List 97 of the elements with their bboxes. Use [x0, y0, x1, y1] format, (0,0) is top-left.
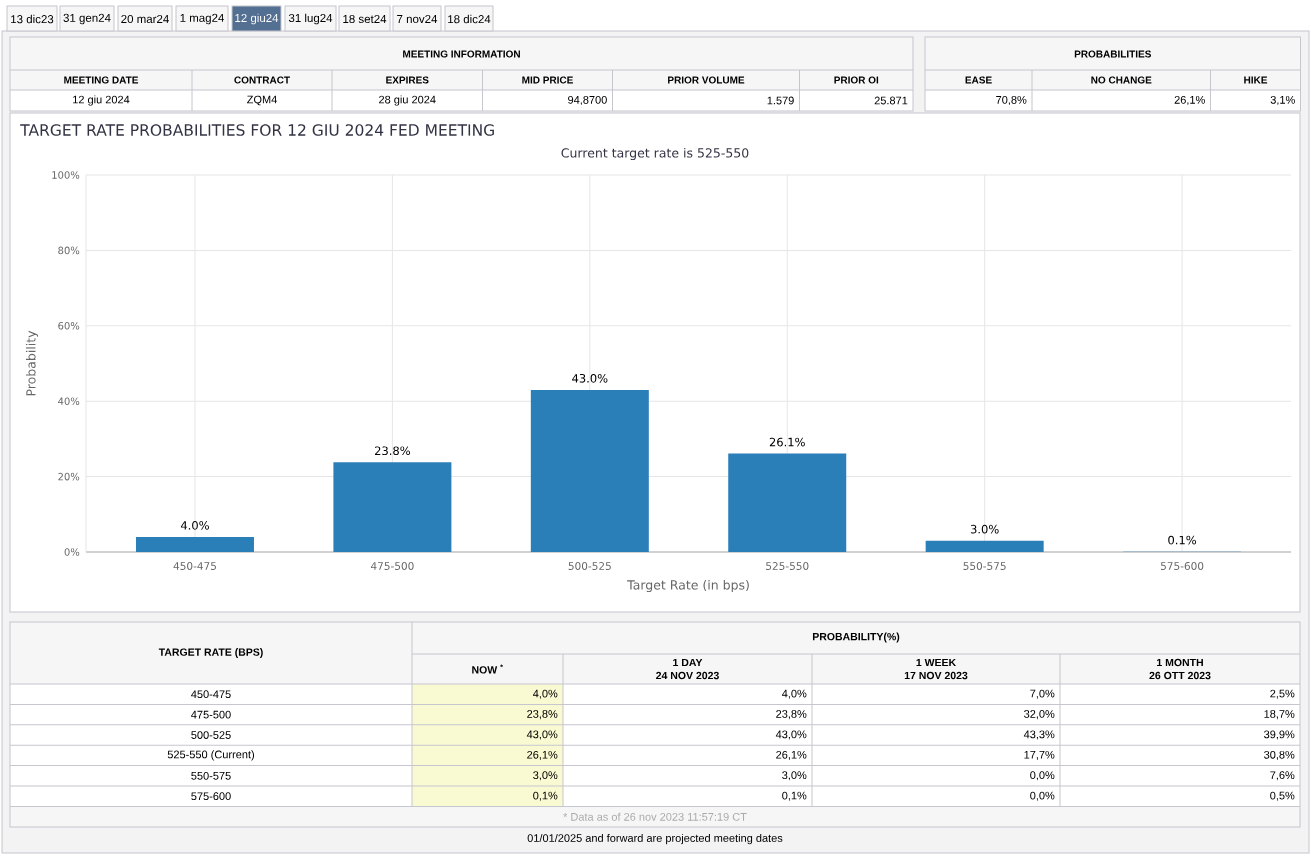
y-tick-label: 20%: [58, 472, 80, 481]
chart-subtitle: Current target rate is 525-550: [561, 147, 749, 161]
text: 0,5%: [1270, 791, 1295, 801]
text: 2,5%: [1270, 689, 1295, 699]
text: 7 nov24: [397, 14, 438, 24]
data-label: 23.8%: [374, 446, 411, 456]
text: 525-550 (Current): [167, 750, 255, 761]
text: 1 mag24: [180, 13, 225, 25]
bar: [135, 536, 254, 553]
text: 31 gen24: [63, 13, 111, 25]
bar: [925, 540, 1044, 553]
text: MEETING INFORMATION: [403, 50, 520, 58]
y-tick-label: 100%: [52, 171, 80, 179]
chart-title: TARGET RATE PROBABILITIES FOR 12 GIU 2024 FED MEETING: [20, 124, 494, 136]
text: ZQM4: [247, 95, 277, 106]
text: 26 OTT 2023: [1149, 671, 1211, 680]
text: 26,1%: [527, 750, 558, 760]
text: 0,0%: [1030, 791, 1055, 801]
text: 18 set24: [343, 14, 387, 24]
text: NOW $^{*}$: [472, 664, 503, 674]
text: 1.579: [767, 96, 794, 105]
data-label: 26.1%: [769, 437, 805, 447]
text: 475-500: [191, 710, 231, 719]
text: 23,8%: [527, 710, 558, 720]
text: 30,8%: [1264, 750, 1295, 760]
text: 1 DAY: [673, 658, 703, 667]
text: MID PRICE: [522, 76, 573, 84]
text: 94,8700: [568, 95, 607, 106]
text: 26,1%: [776, 750, 807, 760]
text: 13 dic23: [11, 14, 54, 24]
text: PROBABILITIES: [1074, 50, 1151, 58]
text: 4,0%: [532, 689, 558, 699]
y-tick-label: 80%: [58, 246, 80, 255]
text: 450-475: [191, 690, 231, 699]
y-tick-label: 0%: [64, 548, 80, 556]
text: 24 NOV 2023: [656, 671, 719, 680]
text: CONTRACT: [234, 76, 290, 84]
text: 550-575: [191, 771, 231, 780]
text: 39,9%: [1264, 730, 1295, 740]
data-label: 4.0%: [180, 521, 209, 530]
y-tick-label: 60%: [58, 322, 80, 330]
text: 01/01/2025 and forward are projected meeting dates: [527, 833, 783, 845]
text: 25.871: [874, 96, 908, 105]
bar: [728, 453, 847, 553]
text: PROBABILITY(%): [812, 632, 900, 643]
text: 23,8%: [776, 710, 807, 720]
data-label: 0.1%: [1168, 535, 1197, 545]
text: 7,6%: [1270, 771, 1295, 781]
text: MEETING DATE: [64, 76, 139, 84]
text: EXPIRES: [386, 76, 429, 84]
bar: [333, 462, 452, 553]
text: * Data as of 26 nov 2023 11:57:19 CT: [563, 812, 747, 821]
text: 18,7%: [1264, 710, 1295, 720]
text: 32,0%: [1024, 710, 1055, 720]
text: 0,1%: [782, 791, 807, 801]
text: 70,8%: [996, 95, 1027, 106]
text: 20 mar24: [121, 14, 169, 24]
text: 3,0%: [782, 771, 807, 781]
text: 43,0%: [526, 730, 558, 740]
text: NO CHANGE: [1091, 76, 1152, 84]
text: 17,7%: [1024, 750, 1055, 760]
text: 12 giu 2024: [73, 95, 130, 106]
x-tick-label: 450-475: [173, 562, 216, 570]
text: HIKE: [1244, 76, 1268, 84]
x-tick-label: 500-525: [568, 562, 611, 570]
text: 18 dic24: [448, 14, 491, 24]
x-tick-label: 575-600: [1160, 562, 1204, 570]
text: 3,0%: [533, 771, 558, 781]
x-tick-label: 550-575: [963, 562, 1006, 570]
text: 12 giu24: [235, 13, 279, 25]
text: 31 lug24: [288, 13, 333, 25]
y-tick-label: 40%: [58, 397, 80, 405]
data-label: 3.0%: [970, 524, 999, 534]
text: TARGET RATE (BPS): [158, 648, 263, 658]
x-tick-label: 475-500: [370, 562, 414, 570]
text: 43,3%: [1023, 730, 1055, 740]
text: EASE: [965, 76, 992, 84]
text: 1 MONTH: [1157, 658, 1203, 667]
text: 500-525: [191, 731, 231, 739]
bar: [530, 389, 649, 553]
y-axis-title: Probability: [25, 330, 39, 396]
text: 4,0%: [781, 689, 807, 699]
text: 17 NOV 2023: [904, 671, 968, 680]
text: PRIOR OI: [834, 76, 879, 84]
text: 43,0%: [775, 730, 807, 740]
text: 0,0%: [1030, 771, 1055, 781]
data-label: 43.0%: [572, 374, 608, 383]
x-axis-title: Target Rate (in bps): [627, 579, 749, 593]
text: 1 WEEK: [916, 658, 957, 667]
text: 575-600: [191, 792, 231, 801]
text: 28 giu 2024: [379, 95, 436, 106]
text: PRIOR VOLUME: [668, 76, 745, 84]
text: 7,0%: [1030, 689, 1055, 699]
text: 26,1%: [1174, 95, 1205, 106]
text: 0,1%: [533, 791, 558, 801]
x-tick-label: 525-550: [766, 562, 809, 570]
text: 3,1%: [1270, 95, 1295, 106]
